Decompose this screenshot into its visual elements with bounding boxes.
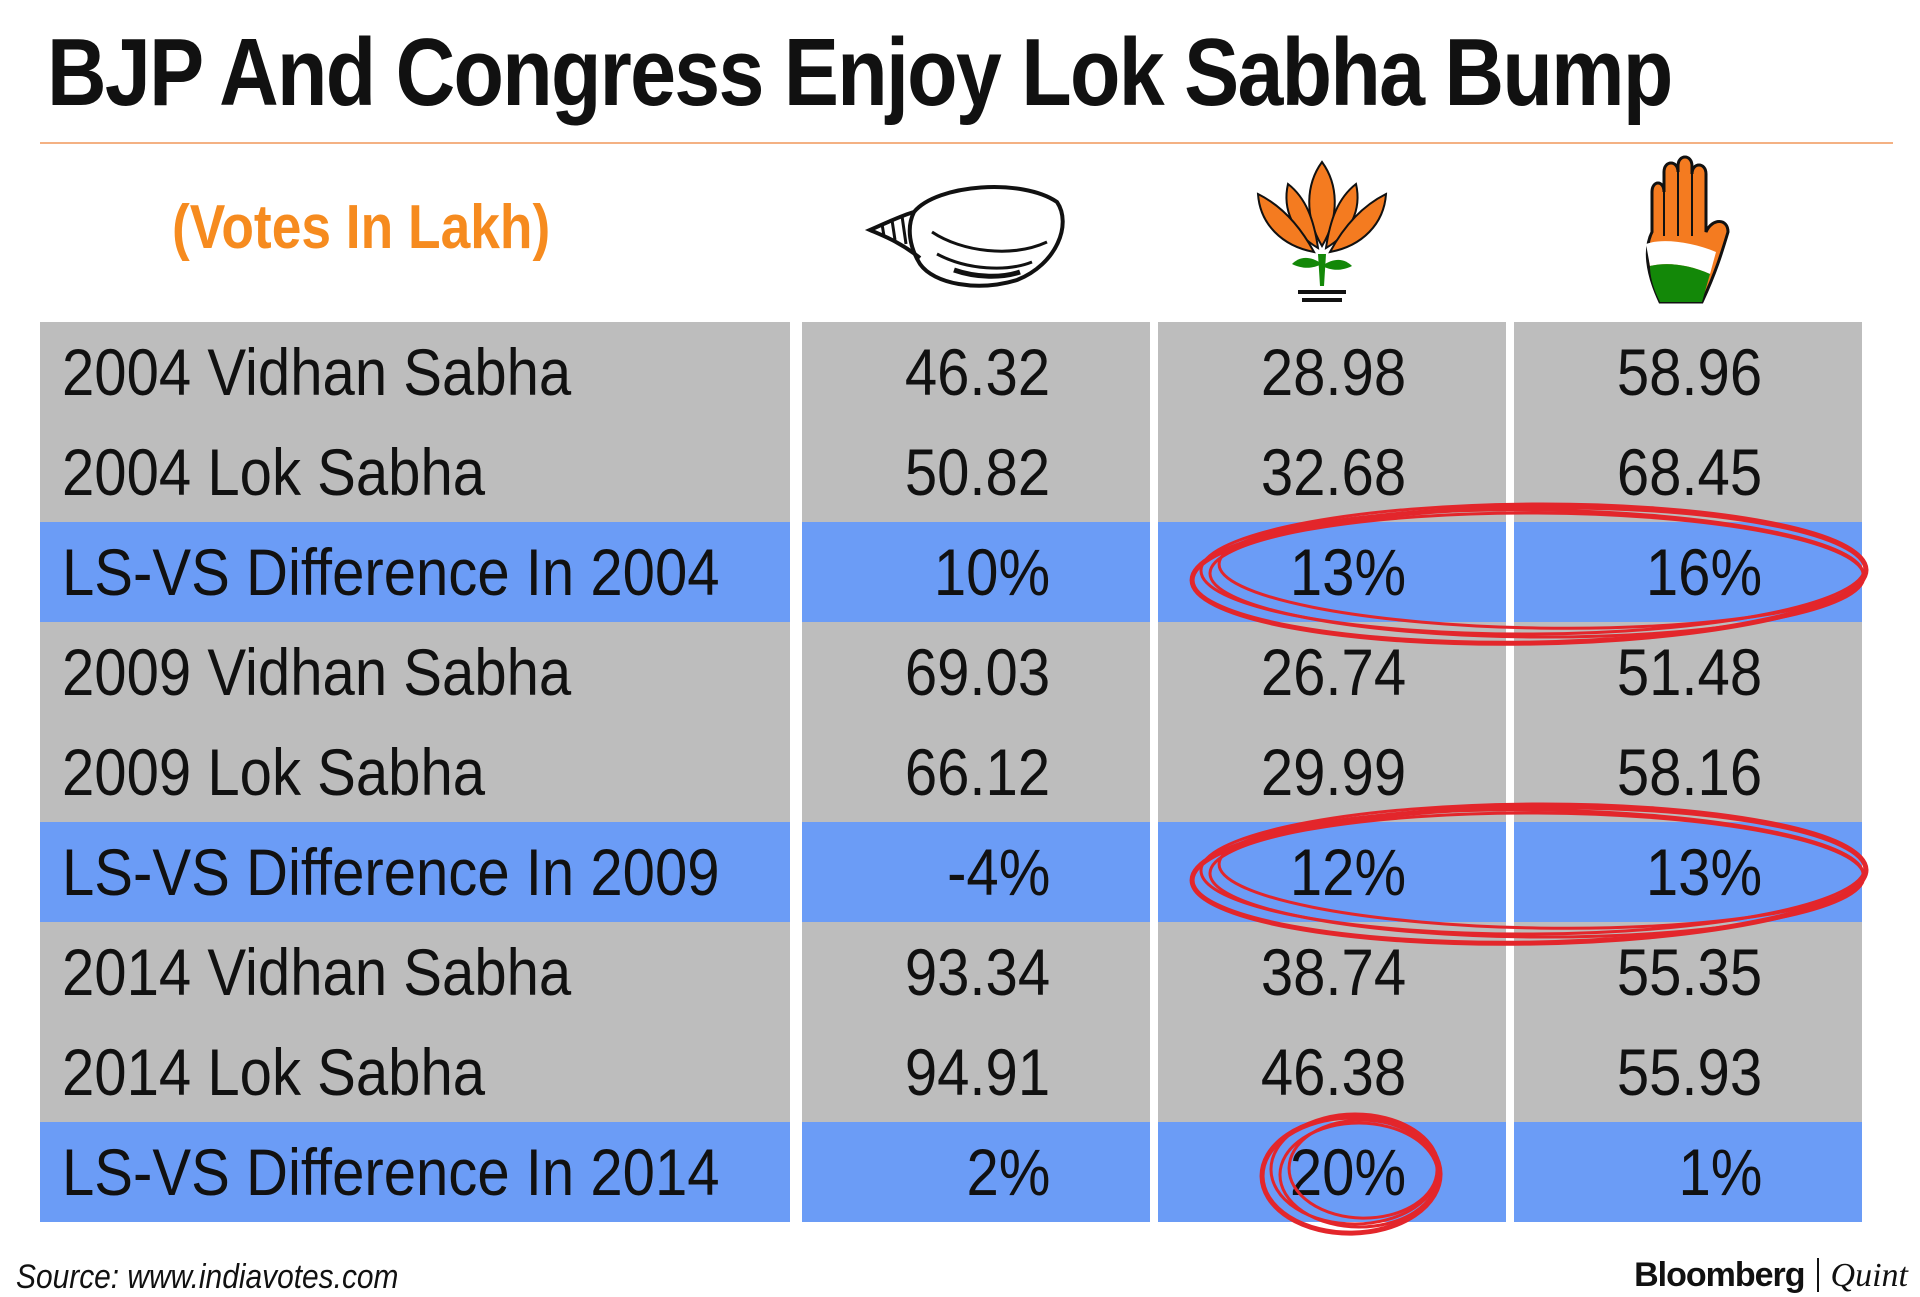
value-text: 58.16 [1616, 735, 1762, 809]
value-cell: 32.68 [1158, 422, 1506, 522]
value-text: 16% [1645, 535, 1762, 609]
brand-bloomberg: Bloomberg [1634, 1256, 1805, 1294]
value-text: 68.45 [1616, 435, 1762, 509]
value-cell: 93.34 [802, 922, 1150, 1022]
value-text: 10% [933, 535, 1050, 609]
publisher-brand: Bloomberg Quint [1634, 1256, 1908, 1295]
chart-title: BJP And Congress Enjoy Lok Sabha Bump [47, 19, 1673, 126]
value-text: 29.99 [1260, 735, 1406, 809]
row-label: 2004 Lok Sabha [40, 422, 790, 522]
value-text: 46.32 [904, 335, 1050, 409]
row-label: 2014 Vidhan Sabha [40, 922, 790, 1022]
value-cell: 28.98 [1158, 322, 1506, 422]
value-cell: 94.91 [802, 1022, 1150, 1122]
value-text: 93.34 [904, 935, 1050, 1009]
brand-divider [1816, 1258, 1819, 1292]
value-cell: 12% [1158, 822, 1506, 922]
value-cell: 10% [802, 522, 1150, 622]
value-text: 46.38 [1260, 1035, 1406, 1109]
row-label-text: 2014 Lok Sabha [62, 1035, 486, 1109]
value-text: 55.35 [1616, 935, 1762, 1009]
value-text: 13% [1645, 835, 1762, 909]
value-text: 94.91 [904, 1035, 1050, 1109]
value-text: 69.03 [904, 635, 1050, 709]
value-text: 2% [966, 1135, 1050, 1209]
value-cell: 58.16 [1514, 722, 1862, 822]
source-note: Source: www.indiavotes.com [16, 1258, 399, 1296]
value-cell: 55.93 [1514, 1022, 1862, 1122]
row-label-text: LS-VS Difference In 2004 [62, 535, 720, 609]
row-label: 2014 Lok Sabha [40, 1022, 790, 1122]
value-cell: 13% [1514, 822, 1862, 922]
value-text: 13% [1289, 535, 1406, 609]
row-label-text: 2014 Vidhan Sabha [62, 935, 572, 1009]
conch-shell-icon [864, 185, 1065, 288]
value-cell: 66.12 [802, 722, 1150, 822]
value-text: 66.12 [904, 735, 1050, 809]
row-label: LS-VS Difference In 2009 [40, 822, 790, 922]
row-label: LS-VS Difference In 2014 [40, 1122, 790, 1222]
value-text: 32.68 [1260, 435, 1406, 509]
value-cell: 1% [1514, 1122, 1862, 1222]
unit-subtitle: (Votes In Lakh) [172, 193, 551, 262]
brand-quint: Quint [1830, 1257, 1908, 1294]
value-cell: 20% [1158, 1122, 1506, 1222]
value-cell: 29.99 [1158, 722, 1506, 822]
value-text: 1% [1678, 1135, 1762, 1209]
value-cell: 69.03 [802, 622, 1150, 722]
value-cell: 2% [802, 1122, 1150, 1222]
hand-icon [1645, 155, 1730, 304]
value-cell: 38.74 [1158, 922, 1506, 1022]
value-cell: 46.32 [802, 322, 1150, 422]
row-label-text: LS-VS Difference In 2014 [62, 1135, 720, 1209]
row-label-text: 2004 Vidhan Sabha [62, 335, 572, 409]
value-text: 28.98 [1260, 335, 1406, 409]
value-cell: 55.35 [1514, 922, 1862, 1022]
value-cell: -4% [802, 822, 1150, 922]
row-label-text: 2009 Lok Sabha [62, 735, 486, 809]
value-text: 12% [1289, 835, 1406, 909]
row-label: LS-VS Difference In 2004 [40, 522, 790, 622]
value-cell: 16% [1514, 522, 1862, 622]
value-text: 50.82 [904, 435, 1050, 509]
value-text: 58.96 [1616, 335, 1762, 409]
value-cell: 51.48 [1514, 622, 1862, 722]
row-label-text: 2004 Lok Sabha [62, 435, 486, 509]
value-text: 55.93 [1616, 1035, 1762, 1109]
value-cell: 50.82 [802, 422, 1150, 522]
lotus-icon [1256, 160, 1388, 302]
value-cell: 13% [1158, 522, 1506, 622]
value-text: -4% [946, 835, 1050, 909]
value-cell: 58.96 [1514, 322, 1862, 422]
value-cell: 46.38 [1158, 1022, 1506, 1122]
row-label: 2004 Vidhan Sabha [40, 322, 790, 422]
value-text: 38.74 [1260, 935, 1406, 1009]
row-label-text: LS-VS Difference In 2009 [62, 835, 720, 909]
value-cell: 68.45 [1514, 422, 1862, 522]
row-label: 2009 Vidhan Sabha [40, 622, 790, 722]
value-text: 20% [1289, 1135, 1406, 1209]
value-text: 26.74 [1260, 635, 1406, 709]
row-label: 2009 Lok Sabha [40, 722, 790, 822]
row-label-text: 2009 Vidhan Sabha [62, 635, 572, 709]
value-cell: 26.74 [1158, 622, 1506, 722]
value-text: 51.48 [1616, 635, 1762, 709]
title-divider [40, 142, 1893, 144]
